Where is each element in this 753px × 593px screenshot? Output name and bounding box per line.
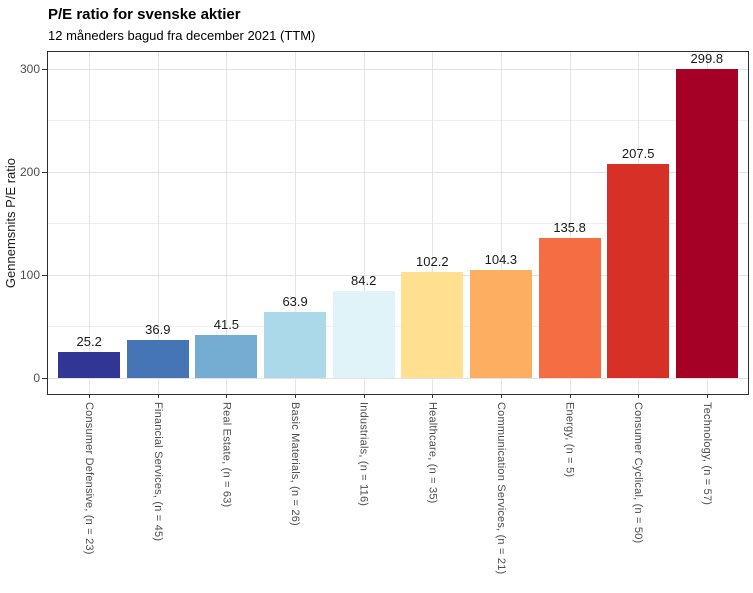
x-tick-mark-9	[706, 394, 708, 398]
bar-1	[126, 339, 189, 378]
x-tick-mark-5	[432, 394, 434, 398]
gridline-major-y100	[48, 274, 748, 276]
x-tick-label-5: Healthcare, (n = 35)	[426, 402, 439, 504]
x-tick-label-8: Consumer Cyclical, (n = 50)	[632, 402, 645, 544]
gridline-category-2	[226, 52, 228, 394]
y-axis-title-wrap: Gennemsnits P/E ratio	[3, 51, 18, 395]
x-tick-mark-4	[363, 394, 365, 398]
x-tick-label-2: Real Estate, (n = 63)	[220, 402, 233, 508]
x-tick-label-6: Communication Services, (n = 21)	[494, 402, 507, 575]
x-tick-mark-6	[500, 394, 502, 398]
plot-panel: 25.2 36.9 41.5 63.9 84.2 102.2 104.3 135.8 207.5…	[47, 51, 749, 395]
x-tick-mark-0	[89, 394, 91, 398]
bar-5	[401, 272, 464, 378]
x-tick-mark-7	[569, 394, 571, 398]
x-tick-mark-3	[295, 394, 297, 398]
x-tick-mark-2	[226, 394, 228, 398]
bar-value-label-2: 41.5	[213, 316, 240, 332]
bar-7	[538, 237, 601, 378]
bar-4	[332, 290, 395, 378]
gridline-category-5	[432, 52, 434, 394]
gridline-category-7	[569, 52, 571, 394]
gridline-minor-y250	[48, 120, 748, 121]
bar-0	[58, 351, 121, 378]
x-tick-label-1: Financial Services, (n = 45)	[151, 402, 164, 542]
y-tick-label-300: 300	[19, 61, 40, 76]
gridline-category-6	[500, 52, 502, 394]
y-tick-mark-100	[42, 274, 47, 276]
y-tick-label-100: 100	[19, 267, 40, 282]
bar-value-label-5: 102.2	[416, 254, 449, 270]
y-tick-mark-0	[42, 377, 47, 379]
bar-value-label-0: 25.2	[76, 333, 102, 349]
bar-value-label-4: 84.2	[351, 272, 377, 288]
x-tick-mark-8	[638, 394, 640, 398]
gridline-category-4	[363, 52, 365, 394]
y-tick-mark-300	[42, 68, 47, 70]
y-tick-mark-200	[42, 171, 47, 173]
y-tick-label-0: 0	[33, 370, 40, 385]
x-tick-label-4: Industrials, (n = 116)	[357, 402, 370, 507]
chart-title: P/E ratio for svenske aktier	[48, 6, 241, 23]
gridline-major-y200	[48, 171, 748, 173]
y-tick-label-200: 200	[19, 164, 40, 179]
x-tick-label-9: Technology, (n = 57)	[700, 402, 713, 506]
gridline-minor-y150	[48, 223, 748, 224]
gridline-category-0	[89, 52, 91, 394]
gridline-category-3	[295, 52, 297, 394]
bar-value-label-1: 36.9	[145, 321, 171, 337]
bar-3	[264, 311, 327, 378]
gridline-major-y300	[48, 68, 748, 70]
gridline-category-1	[157, 52, 159, 394]
bar-6	[469, 270, 532, 378]
chart-subtitle: 12 måneders bagud fra december 2021 (TTM…	[48, 28, 316, 43]
bar-8	[607, 163, 670, 378]
bar-value-label-8: 207.5	[621, 145, 655, 161]
x-tick-label-3: Basic Materials, (n = 26)	[289, 402, 302, 526]
x-tick-mark-1	[157, 394, 159, 398]
bar-2	[195, 334, 258, 378]
bar-value-label-7: 135.8	[553, 219, 586, 235]
gridline-major-y0	[48, 377, 748, 379]
gridline-minor-y50	[48, 326, 748, 327]
bar-value-label-3: 63.9	[282, 293, 308, 309]
bar-value-label-9: 299.8	[690, 50, 724, 66]
x-tick-label-0: Consumer Defensive, (n = 23)	[83, 402, 96, 555]
bar-value-label-6: 104.3	[484, 252, 518, 268]
bar-9	[675, 68, 738, 378]
x-tick-label-7: Energy, (n = 5)	[563, 402, 576, 478]
